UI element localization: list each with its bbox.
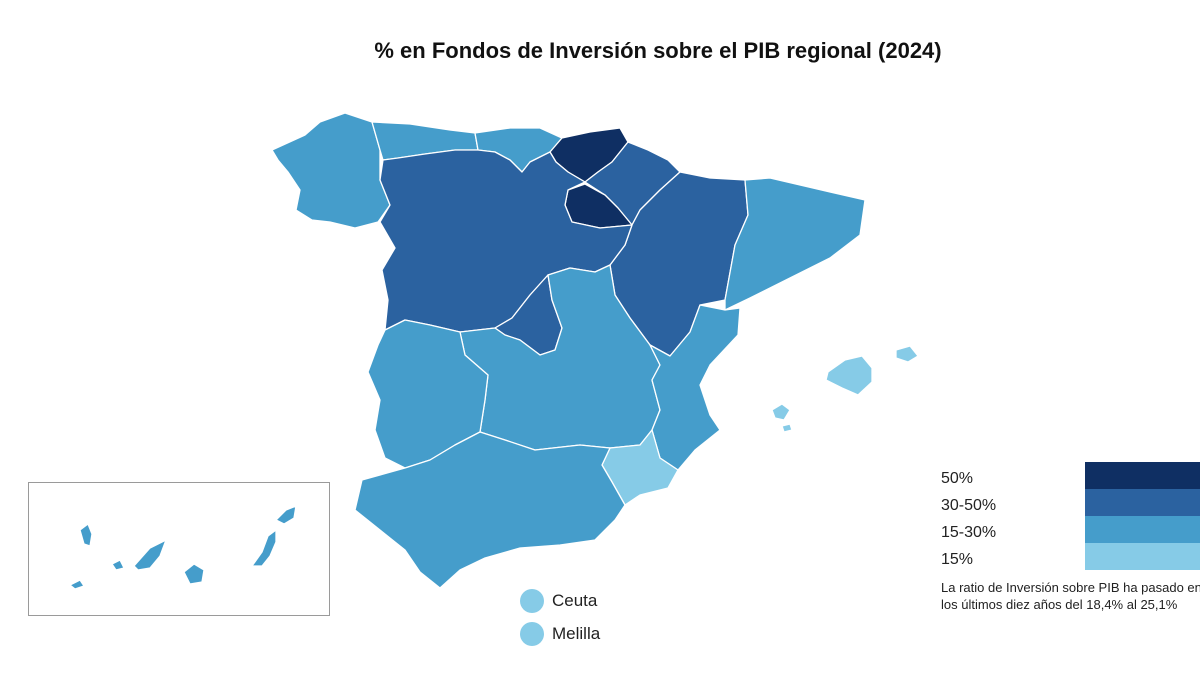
legend-swatch-under-15 xyxy=(1085,543,1200,570)
region-menorca[interactable] xyxy=(895,345,919,363)
region-el-hierro[interactable] xyxy=(69,579,85,590)
footnote-line-1: La ratio de Inversión sobre PIB ha pasad… xyxy=(941,580,1200,595)
ceuta-marker xyxy=(520,589,544,613)
region-mallorca[interactable] xyxy=(825,355,873,396)
footnote-line-2: los últimos diez años del 18,4% al 25,1% xyxy=(941,597,1178,612)
city-ceuta[interactable]: Ceuta xyxy=(520,589,597,613)
region-galicia[interactable] xyxy=(271,112,391,229)
ceuta-label: Ceuta xyxy=(552,591,598,610)
legend-label-over-50: 50% xyxy=(941,470,974,487)
legend-label-30-50: 30-50% xyxy=(941,497,997,514)
melilla-marker xyxy=(520,622,544,646)
region-tenerife[interactable] xyxy=(133,539,167,571)
legend-label-under-15: 15% xyxy=(941,551,974,568)
region-ibiza[interactable] xyxy=(771,403,791,421)
legend-swatch-over-50 xyxy=(1085,462,1200,489)
region-la-palma[interactable] xyxy=(79,523,93,547)
legend-label-15-30: 15-30% xyxy=(941,524,997,541)
region-fuerteventura[interactable] xyxy=(251,529,277,567)
region-formentera[interactable] xyxy=(781,423,793,433)
region-andalucia[interactable] xyxy=(354,431,626,589)
city-melilla[interactable]: Melilla xyxy=(520,622,600,646)
legend-swatch-30-50 xyxy=(1085,489,1200,516)
region-lanzarote[interactable] xyxy=(275,505,297,525)
canarias-inset-frame xyxy=(28,482,330,616)
region-cataluna[interactable] xyxy=(724,177,866,311)
melilla-label: Melilla xyxy=(552,624,601,643)
region-la-gomera[interactable] xyxy=(111,559,125,571)
region-gran-canaria[interactable] xyxy=(183,563,205,585)
legend-swatch-15-30 xyxy=(1085,516,1200,543)
map-title: % en Fondos de Inversión sobre el PIB re… xyxy=(374,38,942,63)
